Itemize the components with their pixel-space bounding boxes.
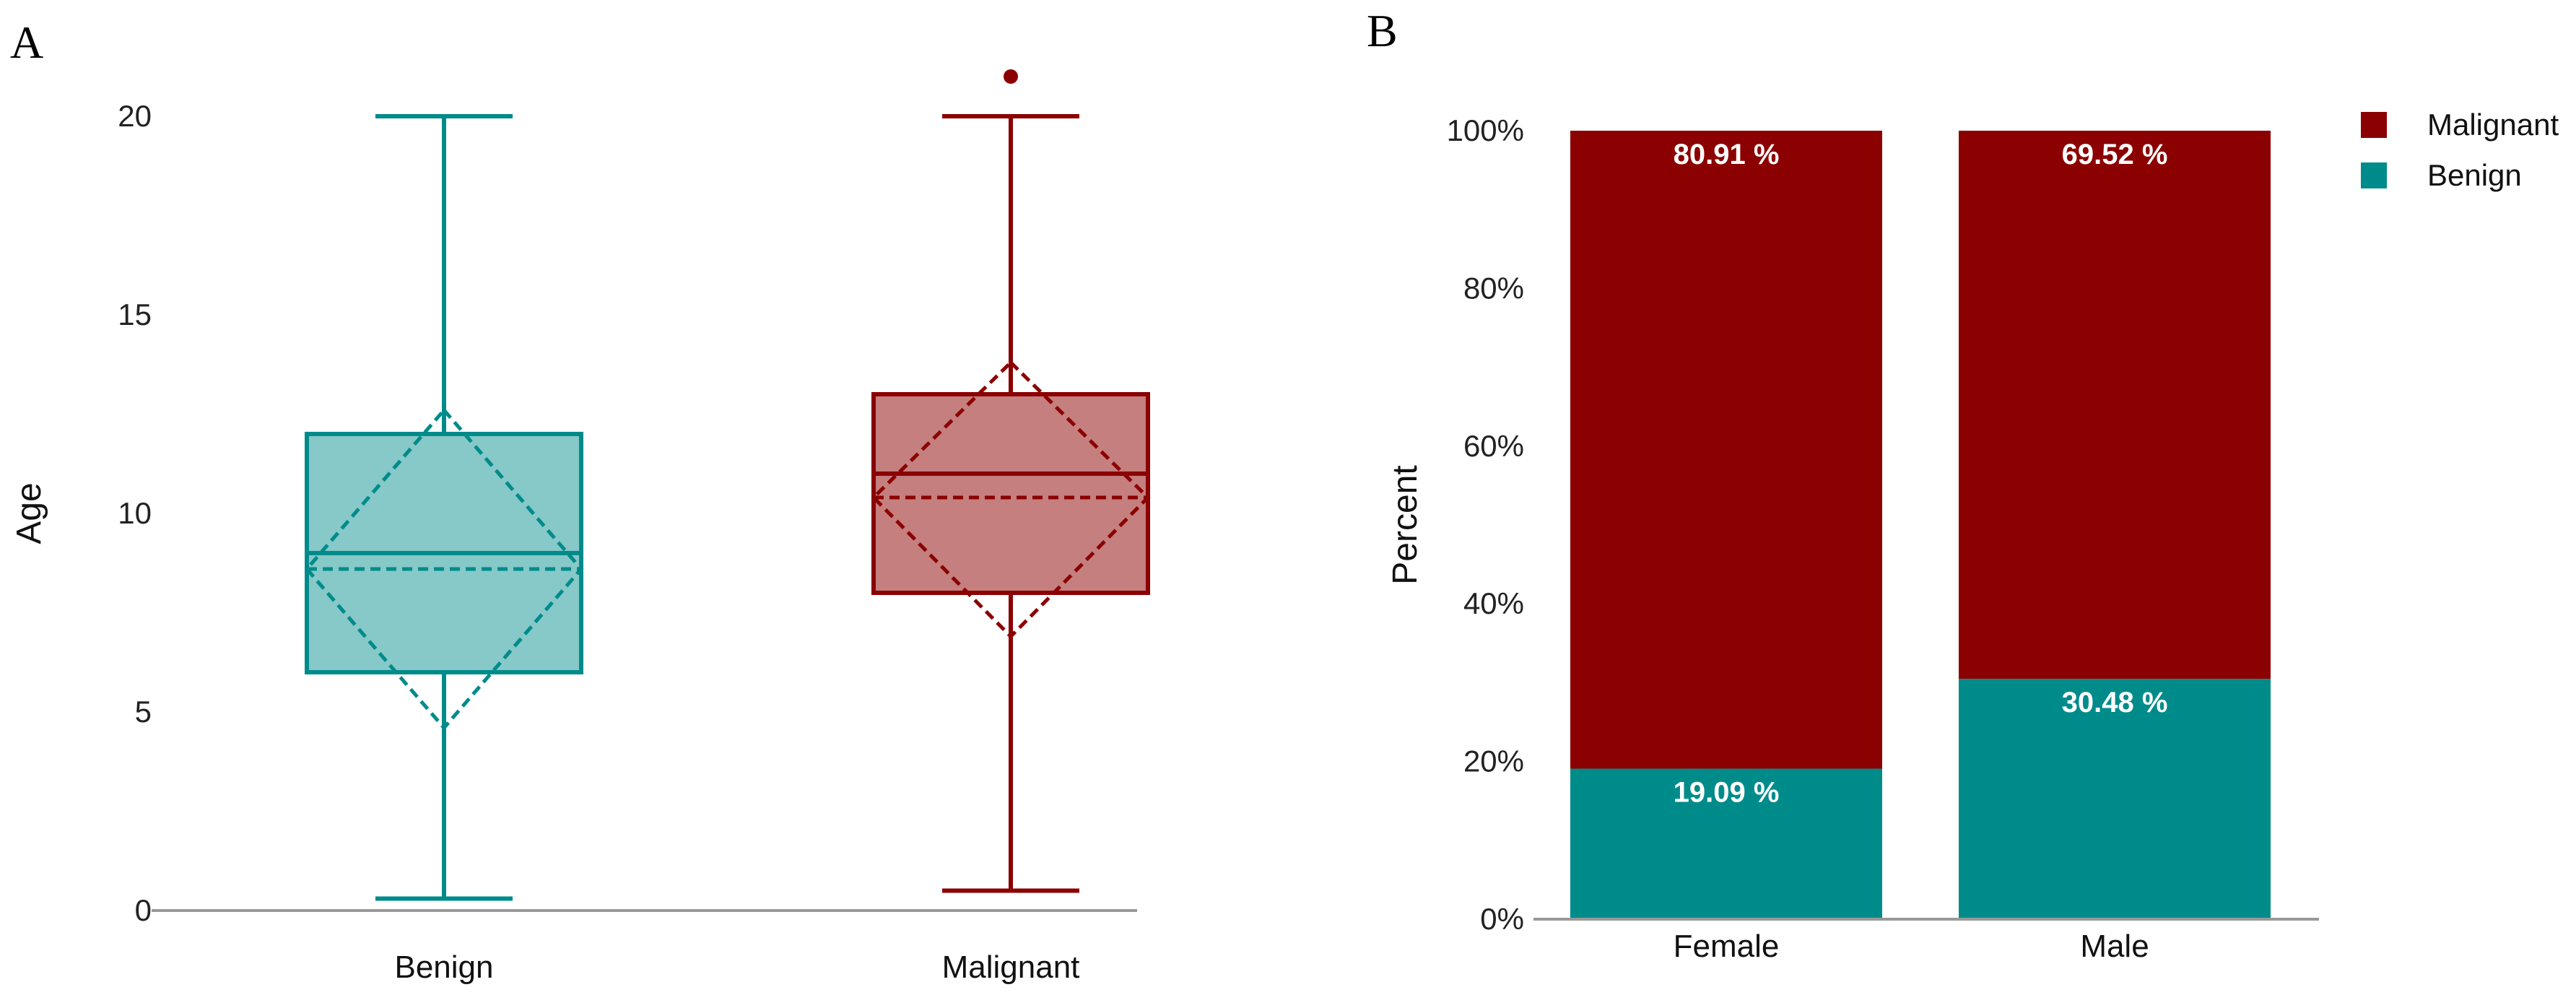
x-category-label: Benign bbox=[394, 950, 493, 985]
x-category-label: Male bbox=[2080, 929, 2149, 964]
bar-data-label: 80.91 % bbox=[1674, 139, 1780, 170]
y-tick-label: 100% bbox=[1447, 113, 1524, 147]
y-tick-label: 0% bbox=[1480, 902, 1524, 936]
y-tick-label: 0 bbox=[135, 893, 152, 927]
bar-segment-malignant bbox=[1570, 131, 1882, 769]
y-tick-label: 20 bbox=[118, 99, 152, 133]
panel-label-b: B bbox=[1367, 5, 1398, 56]
stacked-bar-chart: 0% 20% 40% 60% 80% 100% Percent 19.09 % 80.91 % F… bbox=[1386, 108, 2559, 964]
boxplot-chart: 0 5 10 15 20 Age Benign Malignant bbox=[10, 69, 1151, 985]
legend: Malignant Benign bbox=[2361, 108, 2559, 192]
panel-label-a: A bbox=[10, 17, 43, 68]
x-category-label: Malignant bbox=[942, 950, 1080, 985]
bar-segment-benign bbox=[1570, 768, 1882, 919]
iqr-box bbox=[871, 392, 1150, 595]
mean-ci-diamond bbox=[304, 407, 584, 731]
legend-swatch-benign bbox=[2361, 162, 2387, 188]
bar-segment-malignant bbox=[1959, 131, 2271, 679]
y-tick-label: 40% bbox=[1463, 586, 1524, 620]
legend-swatch-malignant bbox=[2361, 112, 2387, 138]
y-axis-title: Percent bbox=[1386, 465, 1424, 584]
y-tick-label: 20% bbox=[1463, 744, 1524, 778]
y-tick-label: 15 bbox=[118, 297, 152, 331]
legend-label: Benign bbox=[2427, 158, 2522, 192]
bar-segment-benign bbox=[1959, 679, 2271, 919]
mean-ci-diamond bbox=[871, 360, 1151, 640]
y-tick-label: 60% bbox=[1463, 429, 1524, 463]
y-axis-title: Age bbox=[10, 482, 48, 544]
x-category-label: Female bbox=[1674, 929, 1780, 964]
bar-data-label: 69.52 % bbox=[2062, 139, 2168, 170]
bar-data-label: 19.09 % bbox=[1674, 777, 1780, 809]
y-tick-label: 10 bbox=[118, 496, 152, 530]
outlier-point bbox=[1004, 69, 1018, 84]
bar-data-label: 30.48 % bbox=[2062, 687, 2168, 718]
y-tick-label: 80% bbox=[1463, 271, 1524, 305]
legend-label: Malignant bbox=[2427, 108, 2559, 142]
y-tick-label: 5 bbox=[135, 695, 152, 729]
